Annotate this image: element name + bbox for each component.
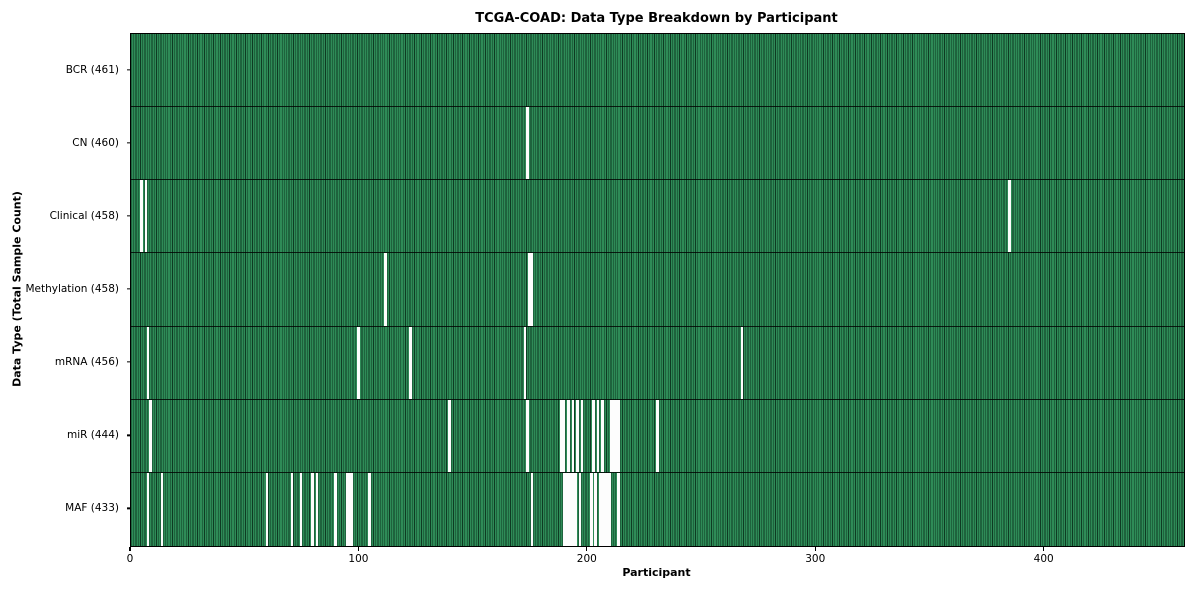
y-tick-mark (127, 215, 131, 217)
absent-stripe (562, 472, 566, 546)
absent-stripe (146, 472, 150, 546)
absent-stripe (448, 399, 451, 472)
absent-stripe (601, 472, 604, 546)
y-tick-mark (127, 68, 131, 71)
y-tick-label-maf: MAF (433) (65, 502, 119, 515)
x-axis-title: Participant (622, 566, 691, 579)
y-tick-mark (127, 434, 131, 436)
absent-stripe (345, 472, 349, 546)
x-tick-label-0: 0 (126, 552, 134, 565)
absent-stripe (612, 399, 616, 472)
absent-stripe (299, 472, 303, 546)
absent-stripe (149, 399, 152, 472)
y-tick-mark (127, 361, 131, 363)
absent-stripe (356, 326, 360, 399)
y-axis: BCR (461) CN (460) Clinical (458) Methylati… (0, 33, 131, 545)
x-tick-mark (586, 546, 588, 551)
x-axis: 0 100 200 300 400 (0, 546, 1200, 577)
absent-stripe (610, 399, 614, 472)
y-tick-label-clinical: Clinical (458) (49, 209, 119, 222)
absent-stripe (290, 472, 294, 546)
absent-stripe (523, 326, 527, 399)
absent-stripe (564, 472, 568, 546)
chart-title: TCGA-COAD: Data Type Breakdown by Partic… (475, 11, 838, 26)
absent-stripe (409, 326, 413, 399)
absent-stripe (347, 472, 351, 546)
absent-stripe (596, 399, 600, 472)
absent-stripe (525, 107, 529, 180)
absent-stripe (580, 399, 584, 472)
heatmap-row-methylation (131, 253, 1184, 327)
absent-stripe (1007, 180, 1011, 253)
x-tick-label-200: 200 (576, 552, 597, 565)
absent-stripe (160, 472, 164, 546)
absent-stripe (567, 472, 570, 546)
heatmap-row-cn (131, 107, 1184, 181)
absent-stripe (139, 180, 143, 253)
y-tick-mark (127, 288, 131, 290)
y-tick-label-mrna: mRNA (456) (54, 356, 119, 369)
y-tick-label-mir: miR (444) (66, 429, 119, 442)
absent-stripe (740, 326, 744, 399)
x-tick-mark (357, 546, 360, 551)
absent-stripe (144, 180, 148, 253)
absent-stripe (571, 472, 575, 546)
absent-stripe (567, 399, 570, 472)
heatmap-row-mrna (131, 326, 1184, 400)
absent-stripe (656, 399, 659, 472)
absent-stripe (594, 472, 598, 546)
heatmap-row-mir (131, 399, 1184, 473)
absent-stripe (265, 472, 269, 546)
y-tick-label-cn: CN (460) (72, 136, 119, 149)
x-tick-label-400: 400 (1033, 552, 1054, 565)
absent-stripe (617, 472, 620, 546)
x-tick-mark (129, 546, 131, 551)
heatmap-row-bcr (131, 34, 1184, 108)
heatmap-plot-area: Present Absent (130, 33, 1185, 547)
absent-stripe (617, 399, 620, 472)
absent-stripe (569, 472, 572, 546)
absent-stripe (384, 253, 387, 326)
absent-stripe (146, 326, 150, 399)
x-tick-mark (1043, 546, 1045, 551)
x-tick-label-100: 100 (348, 552, 369, 565)
y-tick-label-bcr: BCR (461) (65, 63, 119, 76)
absent-stripe (528, 253, 531, 326)
absent-stripe (589, 472, 593, 546)
absent-stripe (311, 472, 314, 546)
absent-stripe (571, 399, 575, 472)
absent-stripe (608, 472, 611, 546)
y-tick-mark (127, 507, 131, 510)
absent-stripe (368, 472, 371, 546)
absent-stripe (525, 399, 529, 472)
absent-stripe (530, 472, 534, 546)
absent-stripe (603, 472, 607, 546)
absent-stripe (350, 472, 353, 546)
absent-stripe (530, 253, 534, 326)
absent-stripe (315, 472, 319, 546)
heatmap-rows (131, 34, 1184, 546)
absent-stripe (601, 399, 604, 472)
heatmap-row-clinical (131, 180, 1184, 254)
absent-stripe (562, 399, 566, 472)
absent-stripe (573, 472, 577, 546)
absent-stripe (578, 472, 582, 546)
absent-stripe (576, 399, 579, 472)
absent-stripe (605, 472, 609, 546)
absent-stripe (599, 472, 602, 546)
absent-stripe (615, 399, 618, 472)
x-tick-label-300: 300 (805, 552, 826, 565)
y-tick-label-methylation: Methylation (458) (25, 283, 119, 295)
heatmap-row-maf (131, 472, 1184, 546)
absent-stripe (334, 472, 337, 546)
absent-stripe (560, 399, 563, 472)
x-tick-mark (814, 546, 816, 551)
y-tick-mark (127, 142, 131, 144)
absent-stripe (592, 399, 595, 472)
